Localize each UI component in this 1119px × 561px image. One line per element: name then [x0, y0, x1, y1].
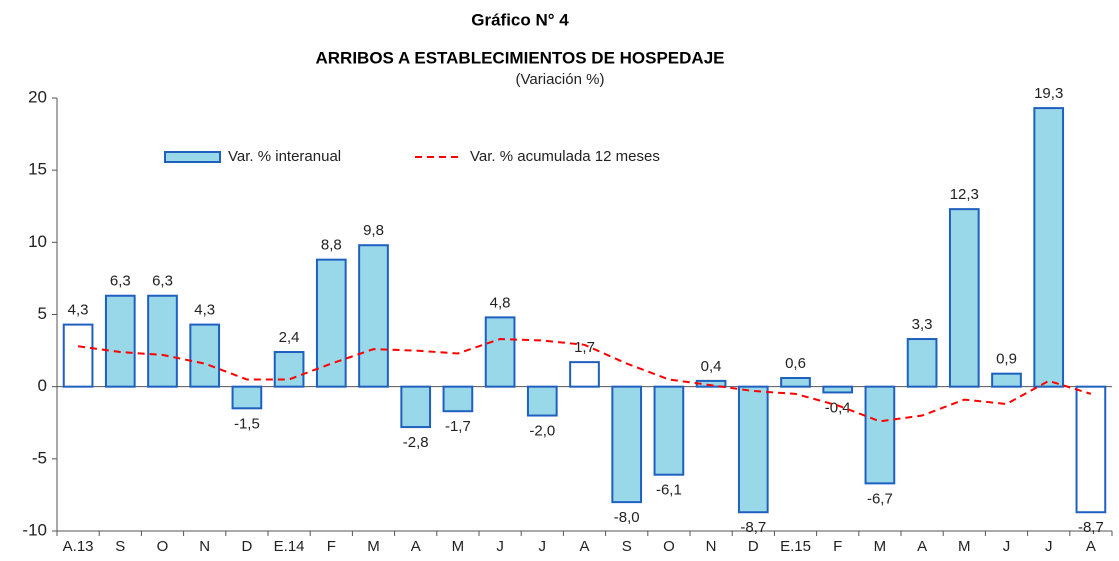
- y-label: (Variación %): [516, 71, 605, 88]
- value-label: 0,4: [701, 358, 722, 375]
- y-tick-label: 10: [28, 232, 47, 251]
- x-tick-label: A.13: [63, 538, 94, 555]
- line: [77, 338, 1092, 423]
- value-label: -1,7: [445, 418, 471, 435]
- bar: [948, 208, 980, 388]
- x-tick-label: M: [874, 538, 887, 555]
- x-tick-label: F: [833, 538, 842, 555]
- bar: [358, 244, 389, 388]
- value-label: -2,8: [403, 434, 429, 451]
- x-tick-label: J: [539, 538, 547, 555]
- bar: [1075, 385, 1107, 514]
- x-tick-label: O: [157, 538, 169, 555]
- x-tick-label: A: [411, 538, 421, 555]
- value-label: 6,3: [152, 273, 173, 290]
- bar: [822, 385, 854, 394]
- value-label: -2,0: [529, 423, 555, 440]
- x-tick-label: A: [579, 538, 589, 555]
- bar: [189, 323, 221, 388]
- value-label: -8,7: [1078, 519, 1104, 536]
- x-tick-label: A: [1086, 538, 1096, 555]
- value-label: 3,3: [912, 316, 933, 333]
- value-label: 0,9: [996, 351, 1017, 368]
- bar: [484, 316, 516, 388]
- bar: [104, 294, 136, 388]
- x-tick-label: D: [241, 538, 252, 555]
- value-label: 4,8: [490, 294, 511, 311]
- bar: [62, 323, 94, 388]
- value-label: 0,6: [785, 355, 806, 372]
- x-tick-label: J: [496, 538, 504, 555]
- bar: [569, 361, 600, 388]
- bar: [611, 385, 643, 504]
- x-tick-label: S: [115, 538, 125, 555]
- y-tick-label: 5: [38, 304, 47, 323]
- x-tick-label: S: [622, 538, 632, 555]
- bar: [906, 338, 938, 388]
- x-tick-label: E.15: [780, 538, 811, 555]
- x-tick-label: O: [663, 538, 675, 555]
- legend-label: Var. % acumulada 12 meses: [470, 148, 660, 165]
- value-label: 6,3: [110, 273, 131, 290]
- x-tick-label: J: [1045, 538, 1053, 555]
- y-tick-label: 0: [38, 376, 47, 395]
- value-label: -1,5: [234, 415, 260, 432]
- bar: [147, 294, 178, 388]
- bar: [864, 385, 896, 485]
- value-label: 9,8: [363, 222, 384, 239]
- x-tick-label: F: [327, 538, 336, 555]
- x-tick-label: J: [1003, 538, 1011, 555]
- bar: [273, 351, 305, 388]
- value-label: 1,7: [574, 339, 595, 356]
- bar: [400, 385, 432, 429]
- legend-label: Var. % interanual: [228, 148, 341, 165]
- x-tick-label: M: [367, 538, 380, 555]
- bar: [526, 385, 558, 417]
- y-tick-label: -10: [22, 520, 47, 539]
- legend-swatch: [164, 151, 221, 163]
- value-label: 12,3: [950, 186, 979, 203]
- bar: [653, 385, 685, 476]
- value-label: 8,8: [321, 237, 342, 254]
- chart-title: Gráfico N° 4: [471, 10, 569, 29]
- chart-subtitle: ARRIBOS A ESTABLECIMIENTOS DE HOSPEDAJE: [316, 48, 725, 67]
- y-tick-label: 20: [28, 87, 47, 106]
- y-tick-label: 15: [28, 160, 47, 179]
- x-tick-label: M: [958, 538, 971, 555]
- x-tick-label: E.14: [274, 538, 305, 555]
- bar: [442, 385, 474, 413]
- x-tick-label: D: [748, 538, 759, 555]
- x-tick-label: M: [452, 538, 465, 555]
- value-label: 2,4: [279, 329, 300, 346]
- x-tick-label: A: [917, 538, 927, 555]
- value-label: -8,7: [740, 519, 766, 536]
- value-label: 19,3: [1034, 85, 1063, 102]
- value-label: -6,7: [867, 490, 893, 507]
- value-label: -6,1: [656, 482, 682, 499]
- bar: [737, 385, 769, 514]
- value-label: 4,3: [194, 302, 215, 319]
- y-tick-label: -5: [32, 448, 47, 467]
- value-label: 4,3: [68, 302, 89, 319]
- bar: [231, 385, 263, 410]
- value-label: -8,0: [614, 509, 640, 526]
- x-tick-label: N: [706, 538, 717, 555]
- bar: [315, 258, 347, 388]
- bar: [780, 377, 811, 388]
- x-tick-label: N: [199, 538, 210, 555]
- bar: [991, 372, 1022, 388]
- bar: [1033, 107, 1065, 388]
